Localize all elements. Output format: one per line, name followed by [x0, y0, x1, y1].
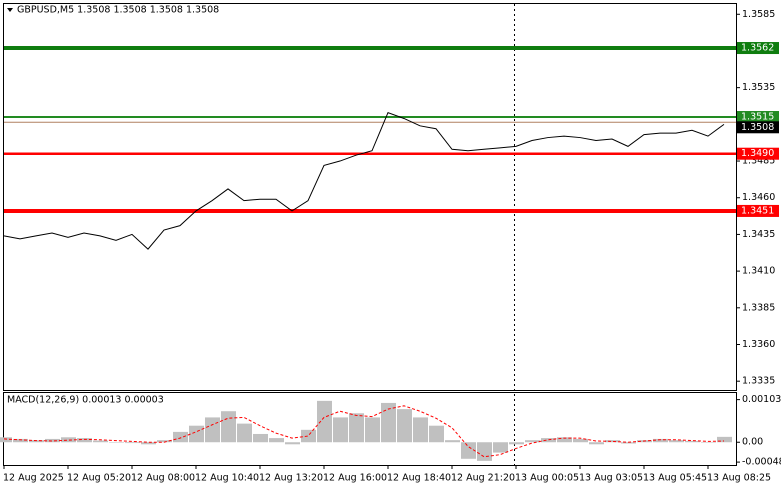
x-tick-label: 13 Aug 00:05 [515, 473, 579, 484]
last-price-label: 1.3508 [741, 122, 774, 133]
macd-bar [61, 437, 76, 443]
x-tick-label: 13 Aug 03:05 [579, 473, 643, 484]
y-tick-label: 1.3435 [742, 229, 775, 240]
macd-bar [685, 441, 700, 443]
x-tick-label: 12 Aug 08:00 [131, 473, 195, 484]
macd-bar [349, 413, 364, 443]
x-tick-label: 12 Aug 2025 [3, 473, 64, 484]
x-tick-label: 12 Aug 18:40 [387, 473, 451, 484]
macd-bar [461, 442, 476, 459]
macd-bar [173, 431, 188, 443]
macd-bar [429, 425, 444, 443]
macd-bar [157, 440, 172, 443]
plot-layer: 1.3335 1.3360 1.3385 1.3410 1.3435 1.3460 1.34… [0, 9, 781, 484]
x-tick-label: 12 Aug 10:40 [195, 473, 259, 484]
macd-bar [701, 442, 716, 443]
y-tick-label: 1.3485 [742, 156, 775, 167]
macd-bar [573, 438, 588, 443]
macd-bar [0, 437, 12, 443]
macd-bar [653, 438, 668, 443]
macd-bar [237, 423, 252, 443]
x-tick-label: 12 Aug 16:00 [323, 473, 387, 484]
y-tick-label: 0.00 [742, 437, 763, 448]
macd-bar [221, 411, 236, 443]
level-label: 1.3515 [741, 112, 774, 123]
level-label: 1.3562 [741, 43, 774, 54]
macd-bar [333, 417, 348, 443]
macd-bar [317, 400, 332, 443]
macd-bar [525, 440, 540, 443]
y-tick-label: 1.3360 [742, 339, 775, 350]
macd-bar [621, 442, 636, 444]
y-tick-label: 1.3410 [742, 266, 775, 277]
macd-bar [397, 409, 412, 443]
level-tag [737, 204, 779, 217]
signal-line [3, 405, 725, 458]
macd-bar [493, 442, 508, 453]
macd-bar [301, 429, 316, 443]
macd-bar [413, 417, 428, 443]
macd-bar [205, 417, 220, 443]
macd-bar [189, 425, 204, 443]
macd-bar [381, 402, 396, 443]
macd-bar [605, 440, 620, 443]
macd-bar [669, 440, 684, 443]
level-tag [737, 111, 779, 124]
level-label: 1.3490 [741, 148, 774, 159]
macd-bar [365, 417, 380, 443]
price-line [3, 111, 725, 250]
level-tag [737, 42, 779, 55]
macd-bar [125, 442, 140, 444]
macd-bar [589, 442, 604, 445]
y-tick-label: 1.3585 [742, 9, 775, 20]
y-tick-label: 1.3460 [742, 192, 775, 203]
macd-title: MACD(12,26,9) 0.00013 0.00003 [7, 395, 164, 406]
macd-bar [269, 438, 284, 443]
macd-bar [445, 440, 460, 443]
macd-bar [141, 442, 156, 445]
level-label: 1.3451 [741, 205, 774, 216]
x-tick-label: 13 Aug 08:25 [707, 473, 771, 484]
y-tick-label: -0.00048 [742, 457, 781, 468]
macd-bar [93, 440, 108, 443]
macd-bar [285, 442, 300, 445]
macd-bar [13, 438, 28, 443]
x-tick-label: 13 Aug 05:45 [643, 473, 707, 484]
macd-bar [557, 437, 572, 443]
symbol-arrow [7, 8, 13, 12]
y-tick-label: 1.3335 [742, 376, 775, 387]
macd-frame [3, 392, 737, 466]
macd-bar [109, 442, 124, 443]
macd-bar [29, 440, 44, 443]
x-tick-label: 12 Aug 05:20 [67, 473, 131, 484]
macd-bar [77, 438, 92, 443]
macd-bar [477, 442, 492, 461]
y-tick-label: 1.3385 [742, 302, 775, 313]
macd-bar [253, 433, 268, 443]
macd-bar [45, 438, 60, 443]
macd-bar [717, 436, 732, 443]
last-price-tag [737, 121, 779, 134]
x-tick-label: 12 Aug 21:20 [451, 473, 515, 484]
y-tick-label: 1.3535 [742, 82, 775, 93]
y-tick-label: 0.00103 [742, 394, 781, 405]
main-frame [3, 3, 737, 391]
x-tick-label: 12 Aug 13:20 [259, 473, 323, 484]
macd-bar [509, 442, 524, 445]
level-tag [737, 147, 779, 160]
chart-title: GBPUSD,M5 1.3508 1.3508 1.3508 1.3508 [17, 5, 219, 16]
